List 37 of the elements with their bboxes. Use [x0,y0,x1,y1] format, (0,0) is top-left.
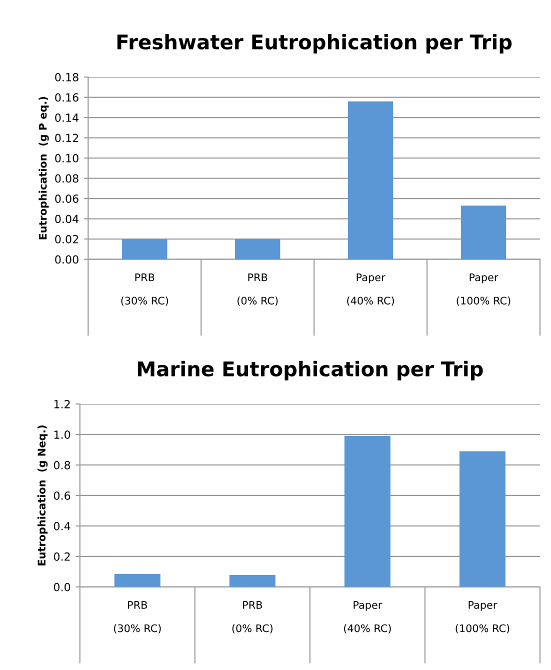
y-tick-label: 0.06 [55,194,78,203]
y-tick-label: 0.04 [55,214,79,224]
category-label: PRB (0% RC) [232,601,273,634]
y-tick-label: 0.12 [55,134,78,142]
bar [459,451,506,587]
y-tick-label: 1.2 [54,400,70,408]
bar [235,239,280,260]
y-tick-label: 0.08 [55,174,78,183]
bar [229,575,276,587]
y-tick-label: 0.14 [55,114,79,122]
y-axis-title: Eutrophication (g P eq.) [38,96,49,240]
bar [460,206,506,260]
y-tick-label: 1.0 [54,430,70,439]
category-label: PRB (30% RC) [114,601,161,634]
y-tick-label: 0.00 [55,255,78,264]
y-tick-label: 0.2 [54,552,70,561]
y-tick-label: 0.16 [55,93,78,102]
y-tick-label: 0.18 [55,73,78,82]
category-label: Paper (100% RC) [456,601,510,634]
bar [348,101,394,260]
category-label: PRB (0% RC) [238,274,278,306]
chart-title: Freshwater Eutrophication per Trip [117,34,512,54]
bar [344,436,390,587]
y-tick-label: 0.0 [54,582,70,592]
category-label: Paper (100% RC) [456,274,510,306]
y-tick-label: 0.02 [55,235,78,244]
y-tick-label: 0.10 [55,154,78,162]
category-label: Paper (40% RC) [347,274,394,306]
y-tick-label: 0.8 [54,460,70,470]
y-tick-label: 0.4 [54,522,70,530]
y-axis-title: Eutrophication (g Neq.) [37,426,48,566]
category-label: PRB (30% RC) [121,274,168,306]
category-label: Paper (40% RC) [344,601,391,634]
bar [122,239,168,260]
chart-title: Marine Eutrophication per Trip [138,360,483,380]
y-tick-label: 0.6 [54,491,70,500]
bar [114,574,160,587]
